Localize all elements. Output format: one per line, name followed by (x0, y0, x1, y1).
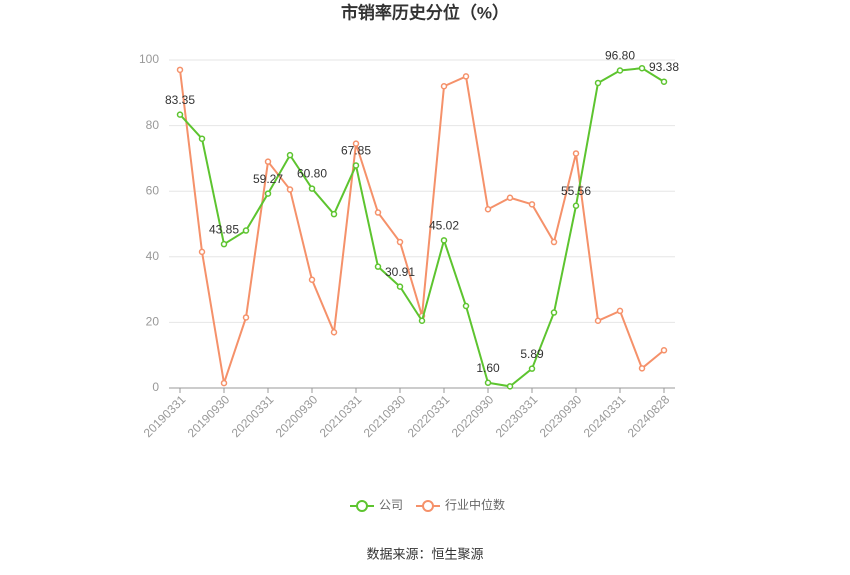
y-tick-label: 100 (139, 52, 159, 66)
point (594, 79, 602, 87)
x-tick-label: 20210930 (361, 392, 409, 440)
x-tick-label: 20190930 (185, 392, 233, 440)
point (616, 307, 624, 315)
point (374, 263, 382, 270)
x-tick-label: 20200331 (229, 392, 277, 440)
x-tick-label: 20200930 (273, 392, 321, 440)
point (418, 317, 426, 325)
data-label: 43.85 (209, 222, 239, 236)
point (330, 210, 338, 218)
legend-label: 行业中位数 (445, 497, 505, 512)
data-label: 59.27 (253, 172, 283, 186)
point (660, 347, 668, 354)
x-tick-label: 20210331 (317, 392, 365, 440)
point (528, 201, 536, 208)
data-label: 1.60 (476, 361, 500, 375)
point (242, 227, 250, 234)
point (484, 205, 492, 213)
point (286, 151, 294, 159)
point (440, 82, 448, 90)
point (550, 238, 558, 246)
point (308, 185, 316, 192)
legend-label: 公司 (379, 498, 403, 512)
point (506, 383, 514, 390)
data-label: 55.56 (561, 184, 591, 198)
point (462, 73, 470, 80)
series-line (179, 67, 665, 388)
x-tick-label: 20230331 (493, 392, 541, 440)
legend-swatch (356, 500, 368, 512)
x-tick-label: 20240828 (625, 392, 673, 440)
y-tick-label: 60 (146, 183, 160, 197)
point (176, 66, 184, 74)
point (550, 309, 558, 316)
point (638, 64, 646, 72)
point (528, 365, 536, 372)
source: 数据来源：恒生聚源 (366, 546, 483, 561)
x-tick-label: 20220331 (405, 392, 453, 440)
point (176, 111, 184, 118)
legend-swatch (422, 500, 434, 512)
data-label: 67.85 (341, 144, 371, 158)
data-label: 30.91 (385, 265, 415, 279)
data-label: 45.02 (429, 219, 459, 233)
point (352, 140, 360, 147)
point (396, 283, 404, 290)
point (286, 186, 294, 193)
point (484, 379, 492, 387)
point (638, 365, 646, 372)
data-label: 93.38 (649, 60, 679, 74)
x-tick-label: 20190331 (141, 392, 189, 440)
point (396, 238, 404, 246)
point (308, 276, 316, 284)
point (220, 240, 228, 248)
x-tick-label: 20220930 (449, 392, 497, 440)
point (242, 314, 250, 321)
point (572, 202, 580, 210)
point (506, 194, 514, 202)
point (660, 78, 668, 85)
y-tick-label: 0 (152, 380, 159, 394)
data-label: 83.35 (165, 93, 195, 107)
y-tick-label: 40 (146, 249, 160, 263)
data-label: 96.80 (605, 49, 635, 63)
chart-title: 市销率历史分位（%） (341, 2, 509, 22)
point (440, 237, 448, 244)
point (264, 158, 272, 165)
y-tick-label: 20 (146, 315, 160, 329)
data-label: 5.89 (520, 347, 544, 361)
point (594, 317, 602, 325)
data-label: 60.80 (297, 167, 327, 181)
y-tick-label: 80 (146, 118, 160, 132)
point (220, 379, 228, 387)
point (264, 190, 272, 197)
point (198, 248, 206, 256)
point (572, 150, 580, 157)
x-tick-label: 20240331 (581, 392, 629, 440)
point (198, 135, 206, 142)
point (462, 302, 470, 310)
point (330, 328, 338, 336)
point (374, 209, 382, 216)
point (616, 67, 624, 74)
point (352, 162, 360, 169)
x-tick-label: 20230930 (537, 392, 585, 440)
